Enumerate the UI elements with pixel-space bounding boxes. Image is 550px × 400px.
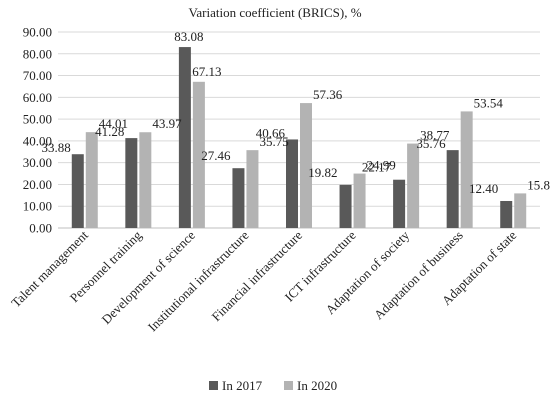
bar-2017 (232, 168, 245, 228)
bar-2020 (85, 132, 98, 228)
bar-2020 (246, 150, 259, 228)
bar-2020 (139, 132, 152, 228)
y-tick-label: 60.00 (23, 90, 52, 105)
bar-2017 (178, 47, 191, 228)
y-tick-label: 70.00 (23, 68, 52, 83)
bar-2020 (353, 173, 366, 228)
data-label-2020: 35.75 (259, 134, 288, 149)
data-label-2020: 57.36 (313, 87, 343, 102)
y-tick-label: 50.00 (23, 112, 52, 127)
x-category-label: Adaptation of business (371, 228, 466, 323)
data-label-2020: 43.97 (152, 116, 182, 131)
bar-2020 (407, 143, 420, 228)
data-label-2020: 44.01 (99, 116, 128, 131)
y-tick-label: 40.00 (23, 133, 52, 148)
x-category-label: Development of science (99, 227, 199, 327)
data-label-2020: 15.89 (527, 177, 550, 192)
bar-2017 (339, 184, 352, 228)
y-tick-label: 30.00 (23, 155, 52, 170)
bar-2017 (286, 139, 298, 228)
bar-2020 (460, 111, 473, 228)
bars (71, 47, 527, 228)
data-label-2017: 33.88 (42, 140, 71, 155)
legend-swatch (209, 381, 218, 390)
legend: In 2017 In 2020 (209, 378, 337, 393)
y-tick-label: 10.00 (23, 199, 52, 214)
bar-2017 (500, 200, 513, 228)
bar-2020 (514, 193, 527, 228)
bar-2017 (446, 150, 459, 228)
legend-label: In 2017 (222, 378, 263, 393)
data-label-2017: 19.82 (308, 165, 337, 180)
data-label-2017: 22.17 (362, 160, 392, 175)
x-category-label: Institutional infrastructure (145, 227, 252, 334)
data-label-2020: 38.77 (420, 128, 450, 143)
y-tick-label: 0.00 (29, 221, 52, 236)
data-label-2020: 53.54 (474, 95, 504, 110)
y-tick-label: 90.00 (23, 25, 52, 40)
legend-swatch (284, 381, 293, 390)
y-tick-label: 80.00 (23, 46, 52, 61)
data-label-2017: 12.40 (469, 181, 498, 196)
bar-2020 (192, 81, 205, 228)
data-label-2020: 24.99 (367, 158, 396, 173)
y-axis: 0.00 10.00 20.00 30.00 40.00 50.00 60.00 70.00 8… (23, 25, 52, 236)
data-label-2017: 40.66 (256, 125, 286, 140)
data-label-2020: 67.13 (192, 64, 221, 79)
data-label-2017: 83.08 (174, 29, 203, 44)
bar-2017 (393, 179, 406, 228)
chart-title: Variation coefficient (BRICS), % (188, 5, 361, 20)
bar-2017 (125, 138, 138, 228)
data-label-2017: 35.76 (416, 136, 446, 151)
x-category-label: Financial infrastructure (208, 227, 305, 324)
bar-2020 (300, 103, 312, 228)
legend-label: In 2020 (297, 378, 337, 393)
y-tick-label: 20.00 (23, 177, 52, 192)
bar-2017 (71, 154, 84, 228)
gridlines (58, 31, 540, 229)
data-label-2017: 41.28 (95, 124, 124, 139)
data-label-2017: 27.46 (201, 148, 231, 163)
